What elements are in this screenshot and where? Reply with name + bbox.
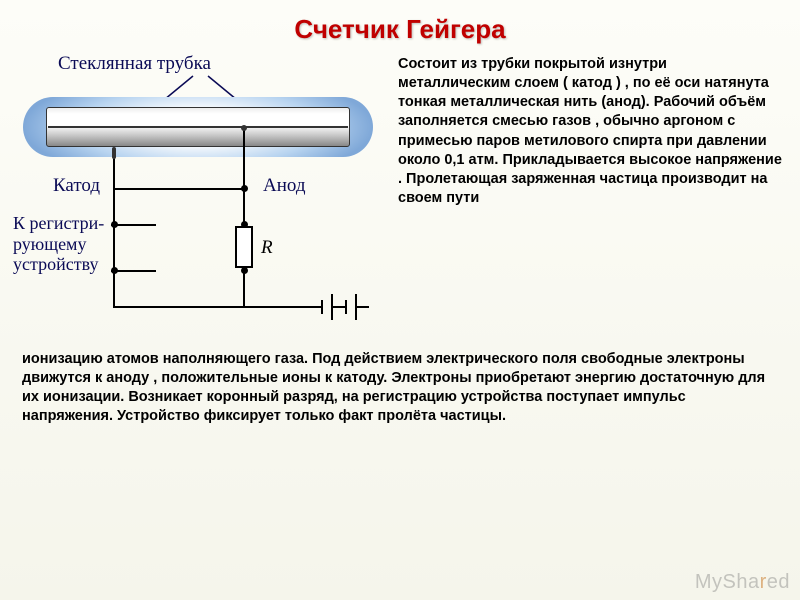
label-line: рующему [13,234,104,255]
watermark-part: MySha [695,571,760,593]
battery-plate [321,300,323,314]
text-right-column: Состоит из трубки покрытой изнутри метал… [388,53,782,348]
label-line: К регистри- [13,213,104,234]
geiger-diagram: Стеклянная трубка Катод Анод R [18,53,378,348]
wire-to-device [111,224,156,226]
label-cathode: Катод [53,175,100,197]
wire-segment [357,306,369,308]
watermark-part: ed [767,571,790,593]
resistor-label: R [261,237,273,259]
wire-segment [333,306,345,308]
wire-to-battery [243,306,321,308]
body-text: ионизацию атомов наполняющего газа. Под … [22,350,778,427]
anode-wire [48,126,348,128]
label-glass-tube: Стеклянная трубка [58,53,211,75]
page-title: Счетчик Гейгера [0,0,800,45]
watermark-part: r [760,571,767,593]
wire-segment [113,188,115,308]
label-to-device: К регистри- рующему устройству [13,213,104,275]
diagram-column: Стеклянная трубка Катод Анод R [18,53,388,348]
battery-plate [345,300,347,314]
body-text: Состоит из трубки покрытой изнутри метал… [398,55,782,208]
wire-segment [113,188,245,190]
cathode-lead [113,158,115,188]
resistor [235,226,253,268]
node-dot [241,185,248,192]
anode-lead [243,127,245,188]
node-dot [111,221,118,228]
wire-segment [113,306,245,308]
watermark: MyShared [695,571,790,594]
node-dot [111,267,118,274]
wire-segment [243,268,245,308]
text-bottom: ионизацию атомов наполняющего газа. Под … [0,348,800,427]
content-row: Стеклянная трубка Катод Анод R [0,45,800,348]
wire-to-device [111,270,156,272]
label-anode: Анод [263,175,306,197]
label-line: устройству [13,254,104,275]
